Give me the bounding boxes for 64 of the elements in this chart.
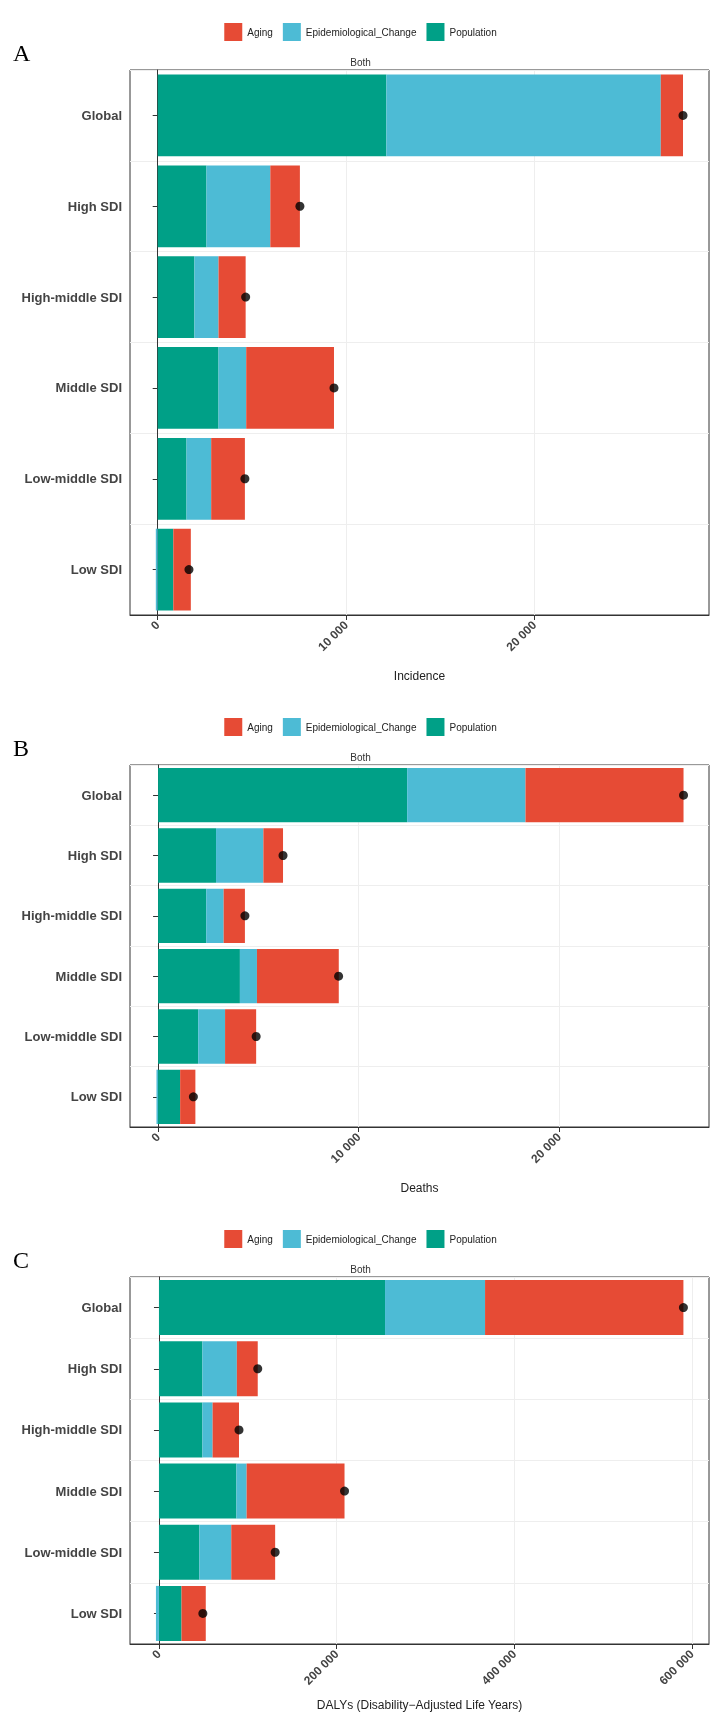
point	[678, 110, 688, 120]
y-tick-label: High SDI	[67, 848, 122, 863]
y-tick-label: Global	[81, 107, 122, 123]
y-tick-label: Low-middle SDI	[24, 471, 122, 487]
chart-title: B	[13, 735, 30, 761]
y-tick-label: Global	[81, 1300, 122, 1316]
x-tick-label: 200 000	[301, 1646, 342, 1688]
y-tick-label: High-middle SDI	[21, 908, 122, 924]
y-tick-label: Low SDI	[70, 1605, 122, 1621]
x-axis-title: Deaths	[400, 1181, 439, 1195]
x-tick-label: 20 000	[528, 1129, 565, 1166]
legend-label: Epidemiological_Change	[305, 721, 417, 733]
x-tick-label: 0	[149, 1646, 165, 1662]
y-tick-label: Middle SDI	[55, 380, 122, 396]
x-tick-label: 20 000	[503, 617, 540, 654]
y-tick-label: High SDI	[67, 1361, 122, 1377]
y-tick-label: High SDI	[67, 198, 122, 214]
legend-label: Population	[449, 1233, 497, 1245]
point	[678, 1303, 688, 1313]
chart-subtitle: Both	[350, 751, 371, 763]
y-tick-label: Middle SDI	[55, 968, 122, 984]
x-axis-title: DALYs (Disability−Adjusted Life Years)	[316, 1698, 523, 1712]
chart-title: C	[13, 1247, 30, 1273]
y-tick-label: Low SDI	[70, 1089, 122, 1105]
x-axis-title: Incidence	[393, 669, 446, 683]
legend-label: Aging	[247, 1233, 273, 1245]
y-tick-label: Low-middle SDI	[24, 1029, 122, 1044]
point	[240, 911, 250, 921]
y-tick-label: Middle SDI	[55, 1483, 122, 1499]
x-tick-label: 10 000	[327, 1129, 364, 1166]
y-tick-label: Global	[81, 787, 122, 803]
point	[334, 971, 344, 981]
point	[295, 201, 305, 211]
point	[340, 1486, 350, 1496]
point	[270, 1547, 280, 1557]
point	[234, 1425, 244, 1435]
legend-label: Aging	[247, 721, 273, 733]
point	[679, 790, 689, 800]
x-tick-label: 0	[148, 617, 163, 633]
x-tick-label: 600 000	[656, 1646, 698, 1688]
x-tick-label: 400 000	[478, 1646, 520, 1688]
point	[188, 1092, 198, 1102]
point	[198, 1608, 208, 1618]
legend-label: Population	[449, 721, 497, 733]
point	[329, 383, 339, 393]
point	[251, 1032, 261, 1041]
legend-label: Epidemiological_Change	[305, 1233, 417, 1245]
legend-label: Aging	[247, 26, 273, 38]
x-tick-label: 0	[148, 1129, 164, 1145]
chart-subtitle: Both	[350, 56, 371, 68]
y-tick-label: Low-middle SDI	[24, 1544, 122, 1560]
point	[241, 292, 251, 302]
y-tick-label: High-middle SDI	[21, 1422, 122, 1438]
y-tick-label: Low SDI	[70, 562, 122, 578]
x-tick-label: 10 000	[315, 617, 352, 654]
y-tick-label: High-middle SDI	[21, 289, 122, 305]
legend-label: Epidemiological_Change	[305, 26, 417, 38]
chart-title: A	[13, 40, 31, 66]
point	[240, 474, 250, 484]
point	[184, 565, 194, 575]
chart-subtitle: Both	[350, 1263, 371, 1275]
point	[253, 1364, 263, 1374]
point	[278, 851, 288, 860]
legend-label: Population	[449, 26, 497, 38]
